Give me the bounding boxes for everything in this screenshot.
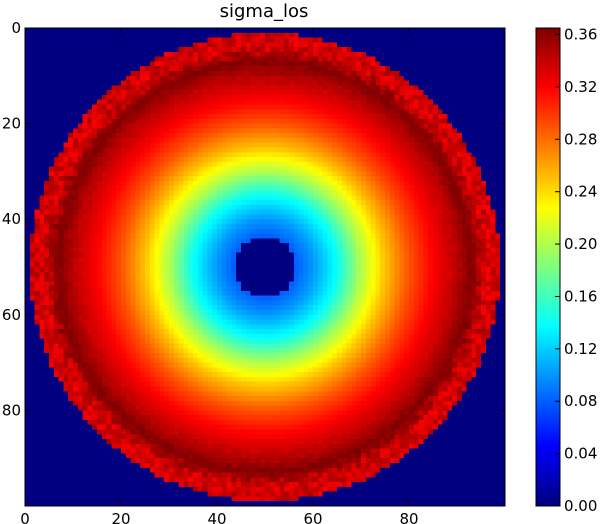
y-tick-label: 40 — [2, 210, 21, 228]
colorbar-tick-label: 0.08 — [564, 392, 597, 410]
colorbar-tick-label: 0.12 — [564, 340, 597, 358]
x-tick-label: 20 — [111, 510, 130, 524]
colorbar-tick-label: 0.28 — [564, 130, 597, 148]
heatmap-image — [25, 28, 505, 506]
x-tick-label: 60 — [303, 510, 322, 524]
x-tick-label: 40 — [207, 510, 226, 524]
colorbar-tick-label: 0.20 — [564, 235, 597, 253]
colorbar-tick-label: 0.16 — [564, 287, 597, 305]
y-axis: 0 20 40 60 80 — [2, 19, 505, 419]
heatmap-image-wrap — [25, 28, 505, 506]
x-tick-label: 0 — [20, 510, 30, 524]
y-tick-label: 80 — [2, 401, 21, 419]
colorbar-axis: 0.00 0.04 0.08 0.12 0.16 0.20 0.24 0.28 0.32 0.36 — [555, 26, 597, 515]
plot-frame — [24, 27, 506, 507]
colorbar-gradient — [536, 28, 560, 506]
colorbar-wrap — [536, 28, 560, 506]
y-tick-label: 60 — [2, 306, 21, 324]
colorbar-tick-label: 0.32 — [564, 78, 597, 96]
x-axis: 0 20 40 60 80 — [20, 28, 419, 524]
colorbar-tick-label: 0.36 — [564, 26, 597, 44]
y-tick-label: 0 — [11, 19, 21, 37]
colorbar-tick-label: 0.24 — [564, 183, 597, 201]
y-tick-label: 20 — [2, 115, 21, 133]
colorbar-frame — [535, 27, 561, 507]
colorbar-tick-label: 0.04 — [564, 445, 597, 463]
chart-title: sigma_los — [220, 1, 309, 22]
colorbar-tick-label: 0.00 — [564, 497, 597, 515]
x-tick-label: 80 — [399, 510, 418, 524]
